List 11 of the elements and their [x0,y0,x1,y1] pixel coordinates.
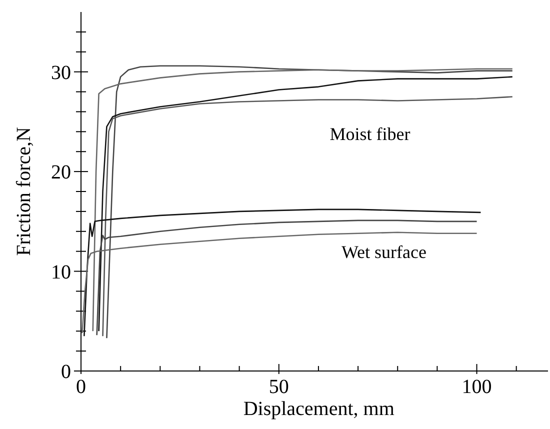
annotation: Wet surface [342,242,427,262]
x-tick-label: 50 [268,376,289,398]
y-tick-label: 0 [61,361,71,383]
annotation: Moist fiber [330,124,410,144]
x-tick-label: 100 [462,376,492,398]
x-tick-label: 0 [76,376,86,398]
y-axis-title: Friction force,N [13,127,35,256]
y-tick-label: 10 [51,261,71,284]
y-tick-label: 30 [51,62,71,84]
y-tick-label: 20 [51,162,71,184]
x-axis-title: Displacement, mm [243,398,395,420]
